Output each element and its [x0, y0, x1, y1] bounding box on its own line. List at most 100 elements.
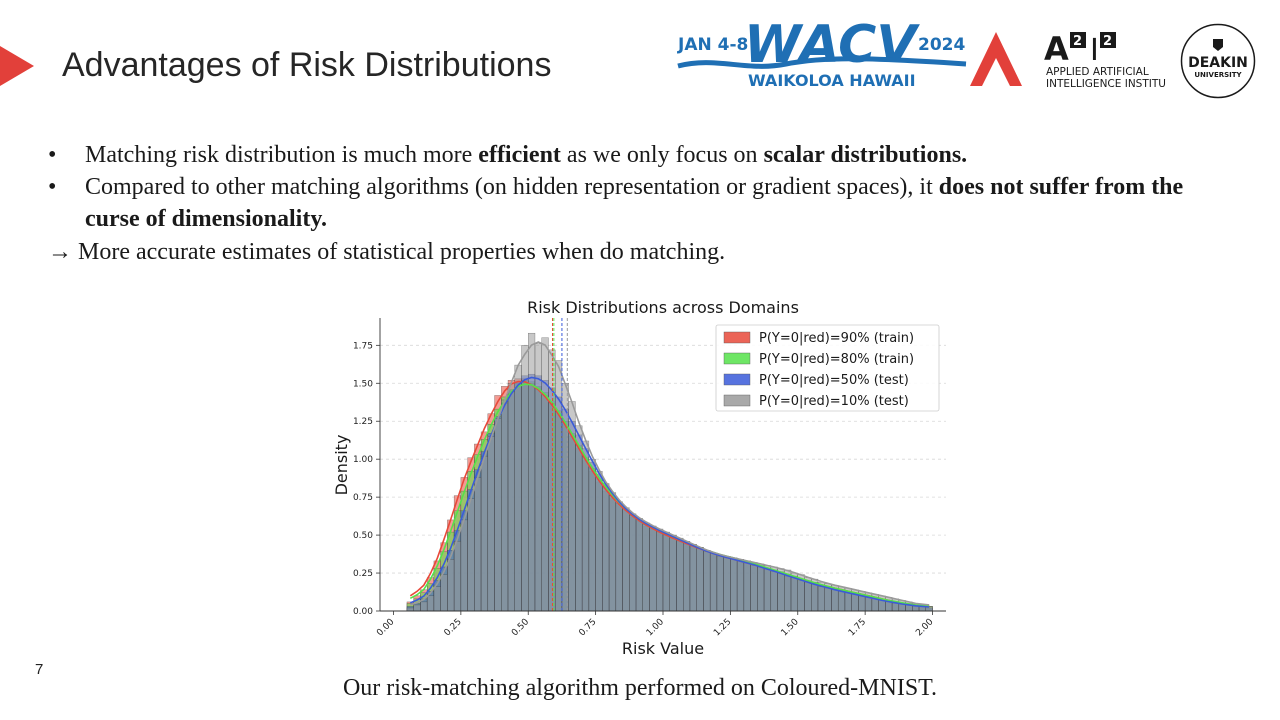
wacv-location: WAIKOLOA HAWAII	[748, 71, 916, 90]
histogram-bar	[723, 556, 731, 612]
slide-title: Advantages of Risk Distributions	[62, 46, 552, 84]
histogram-bar	[622, 507, 630, 612]
conclusion-text: More accurate estimates of statistical p…	[78, 239, 726, 265]
x-tick-label: 0.50	[510, 617, 531, 638]
x-tick-label: 0.75	[577, 617, 598, 638]
x-tick-label: 0.25	[443, 617, 464, 638]
arrow-icon: →	[48, 239, 72, 265]
histogram-bar	[736, 559, 745, 612]
histogram-bar	[629, 513, 637, 612]
histogram-bar	[608, 492, 617, 612]
legend-swatch	[723, 352, 751, 365]
histogram-bar	[615, 501, 623, 612]
bullet-marker: •	[48, 174, 57, 200]
x-tick-label: 2.00	[914, 617, 935, 638]
legend-label: P(Y=0|red)=10% (test)	[759, 394, 909, 409]
histogram-bar	[581, 440, 590, 612]
histogram-bar	[474, 477, 482, 612]
histogram-bar	[683, 540, 691, 612]
x-axis-label: Risk Value	[622, 639, 704, 658]
histogram-bar	[413, 604, 421, 612]
wacv-dates: JAN 4-8	[677, 35, 748, 55]
histogram-bar	[501, 399, 509, 612]
bullet-item: • Compared to other matching algorithms …	[48, 171, 1228, 235]
y-tick-label: 1.00	[353, 455, 373, 465]
histogram-bar	[460, 519, 468, 612]
deakin-line2: UNIVERSITY	[1194, 71, 1242, 79]
bullet-text: as we only focus on	[560, 142, 764, 168]
histogram-bar	[730, 557, 738, 612]
deakin-crest-icon	[1213, 39, 1223, 51]
bullet-bold: does not suffer from the curse of dimens…	[85, 174, 1184, 232]
a2i2-sup2: 2	[1103, 34, 1112, 49]
histogram-bar	[649, 525, 657, 612]
histogram-bar	[750, 562, 758, 612]
x-tick-label: 1.50	[780, 617, 801, 638]
bullet-text: Matching risk distribution is much more	[85, 142, 479, 168]
bullet-item: • Matching risk distribution is much mor…	[48, 139, 1228, 171]
deakin-logo: DEAKIN UNIVERSITY	[1180, 23, 1256, 99]
y-tick-label: 1.75	[353, 341, 373, 351]
histogram-bar	[453, 540, 462, 612]
bullet-text: Compared to other matching algorithms (o…	[85, 174, 939, 200]
a2i2-line2: INTELLIGENCE INSTITUTE	[1046, 78, 1166, 90]
histogram-bar	[480, 455, 489, 612]
histogram-series	[406, 332, 933, 612]
histogram-bar	[467, 498, 475, 612]
histogram-bar	[595, 471, 603, 612]
histogram-bar	[757, 563, 765, 612]
kde-curve	[410, 341, 930, 606]
histogram-bar	[656, 528, 664, 612]
histogram-bar	[743, 560, 751, 612]
wave-icon	[677, 56, 967, 69]
histogram-bar	[440, 574, 448, 612]
histogram-bar	[716, 554, 724, 612]
title-accent-triangle	[0, 46, 34, 86]
histogram-bar	[669, 534, 677, 612]
x-tick-label: 1.00	[645, 617, 666, 638]
a2i2-letter: A	[1044, 30, 1069, 68]
legend-box	[715, 324, 940, 412]
y-tick-label: 0.25	[353, 569, 373, 579]
histogram-bar	[676, 537, 684, 612]
histogram-bar	[642, 522, 650, 612]
bullet-marker: •	[48, 142, 57, 168]
histogram-bar	[770, 566, 778, 612]
chart-legend: P(Y=0|red)=90% (train) P(Y=0|red)=80% (tr…	[715, 324, 940, 412]
histogram-bar	[709, 553, 718, 612]
histogram-bar	[528, 332, 536, 612]
slide-number: 7	[35, 661, 44, 678]
legend-swatch	[723, 331, 751, 344]
chart-title: Risk Distributions across Domains	[527, 298, 799, 317]
y-axis-label: Density	[332, 435, 351, 496]
bullet-list: • Matching risk distribution is much mor…	[48, 139, 1228, 268]
x-tick-label: 1.25	[712, 617, 733, 638]
wacv-year: 2024	[918, 35, 965, 55]
histogram-bar	[602, 483, 610, 612]
wacv-logo: JAN 4-8 WACV 2024 WAIKOLOA HAWAII	[677, 15, 967, 90]
histogram-bar	[433, 586, 441, 612]
bullet-bold: efficient	[478, 142, 561, 168]
histogram-bar	[514, 364, 522, 612]
y-tick-label: 1.25	[353, 417, 373, 427]
y-tick-label: 0.00	[353, 607, 373, 617]
deakin-line1: DEAKIN	[1188, 55, 1248, 71]
histogram-bar	[494, 417, 502, 612]
slide-caption: Our risk-matching algorithm performed on…	[342, 675, 938, 701]
histogram-bar	[487, 436, 495, 612]
histogram-bar	[588, 458, 596, 612]
histogram-bar	[703, 550, 711, 612]
histogram-bar	[696, 547, 704, 612]
legend-label: P(Y=0|red)=80% (train)	[759, 352, 914, 367]
a2i2-sep: I	[1090, 33, 1099, 68]
conclusion-line: → More accurate estimates of statistical…	[48, 236, 1228, 268]
histogram-bar	[406, 607, 414, 612]
histogram-bar	[662, 531, 670, 612]
legend-swatch	[723, 394, 751, 407]
histogram-bar	[420, 601, 428, 612]
histogram-bar	[426, 595, 435, 612]
y-tick-label: 0.75	[353, 493, 373, 503]
y-tick-label: 0.50	[353, 531, 373, 541]
legend-label: P(Y=0|red)=90% (train)	[759, 331, 914, 346]
a2i2-mark-icon	[970, 32, 1022, 86]
